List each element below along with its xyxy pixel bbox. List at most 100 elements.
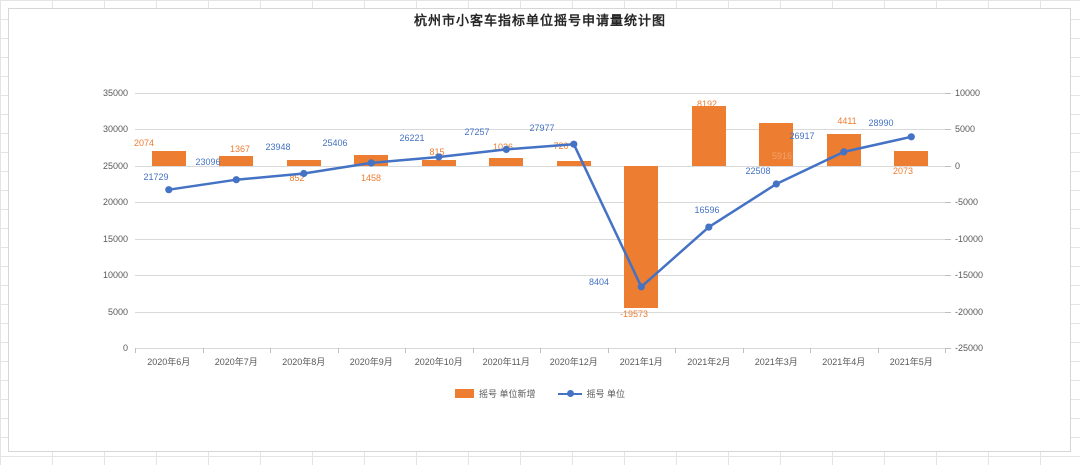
bar-data-label: 2074 [133, 138, 155, 148]
line-data-label: 25406 [322, 138, 348, 148]
line-data-label: 23948 [265, 142, 291, 152]
x-axis-label: 2020年7月 [214, 357, 258, 367]
bar-2020年10月[interactable] [421, 159, 456, 166]
x-axis-tick [607, 348, 609, 353]
x-axis-label: 2020年11月 [482, 357, 530, 367]
line-data-label: 16596 [694, 205, 720, 215]
gridline [135, 238, 945, 240]
bar-2021年3月[interactable] [759, 122, 794, 166]
y-axis-label-left: 15000 [102, 233, 128, 244]
line-data-label: 21729 [143, 172, 169, 182]
right-axis-tick [945, 311, 951, 313]
line-point[interactable] [367, 159, 375, 167]
line-data-label: 26221 [399, 133, 425, 143]
line-data-label: 22508 [745, 166, 771, 176]
x-axis-tick [810, 348, 811, 353]
y-axis-label-left: 20000 [102, 197, 128, 208]
x-axis-label: 2021年1月 [619, 357, 663, 367]
chart-panel [8, 8, 1071, 452]
gridline [135, 202, 945, 204]
x-axis-label: 2020年8月 [282, 357, 326, 367]
bar-2020年11月[interactable] [489, 158, 524, 166]
line-data-label: 28990 [868, 118, 894, 128]
line-point[interactable] [300, 169, 308, 178]
line-data-label: 26917 [789, 131, 815, 141]
right-axis-tick [945, 202, 951, 204]
y-axis-label-left: 30000 [102, 124, 128, 135]
x-axis-tick [405, 348, 406, 353]
legend-item-bar-series[interactable]: 摇号 单位新增 [454, 387, 536, 400]
line-data-label: 27977 [529, 123, 555, 133]
line-point[interactable] [907, 133, 915, 141]
line-point[interactable] [232, 176, 240, 184]
y-axis-label-left: 35000 [102, 88, 128, 98]
x-axis-label: 2021年2月 [687, 357, 731, 367]
y-axis-label-right: -25000 [955, 343, 984, 353]
line-point[interactable] [570, 140, 578, 148]
bar-data-label: 1458 [360, 173, 382, 183]
line-point[interactable] [435, 153, 443, 161]
bar-2020年12月[interactable] [556, 160, 591, 166]
gridline [135, 129, 945, 131]
x-axis-label: 2020年12月 [549, 357, 598, 367]
x-axis-tick [675, 348, 676, 353]
y-axis-label-left: 0 [122, 343, 128, 353]
right-axis-tick [945, 275, 951, 277]
line-data-label: 23096 [195, 157, 221, 167]
y-axis-label-right: -15000 [955, 270, 984, 281]
x-axis-tick [945, 348, 946, 353]
bar-2020年8月[interactable] [286, 159, 321, 166]
bar-data-label: 1026 [492, 142, 514, 152]
x-axis-label: 2020年10月 [414, 357, 463, 367]
y-axis-label-right: 10000 [955, 88, 981, 98]
x-axis-label: 2021年4月 [822, 357, 866, 367]
x-axis-label: 2021年3月 [754, 357, 798, 367]
x-axis-tick [540, 348, 541, 353]
x-axis-tick [135, 348, 136, 353]
line-point[interactable] [772, 180, 780, 188]
bar-2021年2月[interactable] [691, 106, 726, 166]
x-axis-label: 2020年6月 [147, 357, 191, 367]
line-point[interactable] [502, 145, 510, 153]
right-axis-tick [945, 93, 951, 94]
right-axis-tick [945, 165, 951, 167]
y-axis-label-left: 10000 [102, 270, 128, 281]
legend-item-line-series[interactable]: 摇号 单位 [557, 387, 625, 400]
x-axis-tick [877, 348, 879, 353]
bar-data-label: 815 [429, 147, 445, 157]
y-axis-label-right: -10000 [955, 233, 984, 244]
line-point[interactable] [705, 223, 713, 231]
y-axis-label-right: -20000 [955, 306, 984, 317]
bar-data-label: 5916 [771, 151, 793, 161]
chart-legend[interactable]: 摇号 单位新增 摇号 单位 [0, 385, 1080, 401]
line-series-swatch-icon [557, 389, 582, 398]
x-axis-label: 2021年5月 [889, 357, 933, 367]
x-axis-tick [202, 348, 204, 353]
x-axis-tick [472, 348, 474, 353]
line-point[interactable] [165, 186, 173, 194]
bar-data-label: -19573 [619, 309, 649, 319]
bar-2021年5月[interactable] [894, 150, 929, 166]
x-axis-tick [270, 348, 271, 353]
right-axis-tick [945, 238, 951, 240]
bar-2020年7月[interactable] [219, 155, 254, 166]
gridline [135, 165, 945, 167]
y-axis-label-right: -5000 [955, 197, 979, 208]
x-axis-tick [337, 348, 339, 353]
x-axis-tick [742, 348, 744, 353]
line-path[interactable] [168, 135, 912, 289]
chart-title[interactable]: 杭州市小客车指标单位摇号申请量统计图 [413, 13, 666, 28]
line-data-label: 8404 [588, 277, 610, 287]
line-point[interactable] [840, 148, 848, 156]
line-data-label: 27257 [464, 127, 490, 137]
y-axis-label-right: 0 [955, 160, 961, 171]
bar-data-label: 1367 [229, 144, 251, 154]
bar-2020年6月[interactable] [151, 150, 186, 166]
line-point[interactable] [637, 283, 645, 291]
x-axis-label: 2020年9月 [349, 357, 393, 367]
y-axis-label-right: 5000 [955, 124, 976, 135]
bar-data-label: 852 [289, 173, 305, 183]
legend-bar-label: 摇号 单位新增 [478, 388, 536, 399]
